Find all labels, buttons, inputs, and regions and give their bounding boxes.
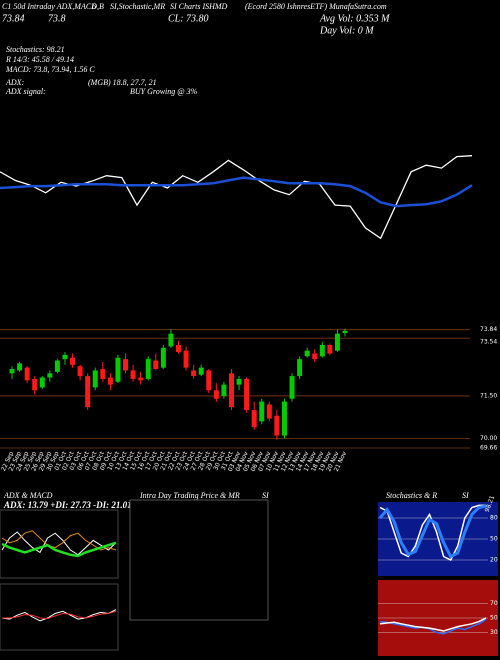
candle-body — [274, 415, 280, 436]
candle-body — [123, 359, 129, 371]
header-text: CL: 73.80 — [168, 13, 209, 24]
candle-body — [70, 357, 76, 365]
candle-body — [221, 384, 227, 396]
candle-body — [100, 369, 106, 379]
indicator-line — [379, 617, 487, 632]
y-tick-label: 30 — [490, 629, 498, 636]
panel-title: Stochastics & R — [386, 491, 437, 500]
candle-body — [39, 377, 45, 388]
candle-body — [319, 344, 325, 357]
adx-panel — [0, 509, 119, 579]
candle-body — [327, 344, 333, 354]
candle-body — [153, 360, 159, 370]
readout: ADX signal: — [5, 87, 46, 96]
candle-body — [9, 369, 15, 374]
y-tick-label: 50 — [490, 615, 498, 622]
candle-body — [107, 377, 113, 385]
candle-body — [213, 390, 219, 399]
panel-readout: ADX: 13.79 +DI: 27.73 -DI: 21.01 — [3, 500, 132, 510]
candle-body — [198, 367, 204, 375]
readout: R 14/3: 45.58 / 49.14 — [5, 55, 74, 64]
candle-body — [251, 410, 257, 428]
candle-body — [334, 333, 340, 351]
indicator-line — [0, 176, 473, 208]
panel-title: SI — [262, 491, 269, 500]
candle-body — [24, 367, 30, 381]
candle-body — [62, 354, 68, 360]
panel-title: Intra Day Trading Price & MR — [139, 491, 240, 500]
candle-body — [228, 373, 234, 408]
y-tick-label: 80 — [490, 515, 498, 522]
candle-body — [266, 404, 272, 419]
candle-body — [54, 360, 60, 372]
candle-body — [130, 370, 136, 379]
candle-body — [145, 359, 151, 379]
candle-body — [236, 378, 242, 385]
y-tick-label: 73.84 — [480, 326, 497, 333]
candle-body — [77, 366, 83, 377]
indicator-line — [1, 541, 117, 558]
readout: BUY Growing @ 3% — [130, 87, 198, 96]
readout: Stochastics: 98.21 — [6, 45, 65, 54]
indicator-line — [379, 618, 487, 635]
candle-body — [17, 363, 23, 371]
candle-body — [115, 357, 121, 382]
candle-body — [297, 359, 303, 377]
candle-body — [138, 377, 144, 381]
candle-body — [176, 344, 181, 353]
y-tick-label: 69.66 — [480, 445, 497, 452]
candle-body — [183, 350, 189, 368]
candle-body — [342, 330, 348, 334]
candle-body — [259, 401, 265, 422]
header-text: 73.84 — [2, 13, 25, 24]
indicator-line — [378, 504, 487, 559]
readout: ADX: — [5, 78, 25, 87]
candle-body — [206, 370, 212, 391]
panel-title: ADX & MACD — [3, 491, 53, 500]
header-text: SI Charts ISHMD — [170, 2, 228, 11]
candle-body — [191, 370, 197, 377]
candle-body — [289, 376, 295, 399]
indicator-line — [379, 504, 486, 562]
candle-body — [304, 350, 310, 357]
header-text: C1 50d Intraday ADX,MACD,B — [2, 2, 104, 11]
candle-body — [168, 333, 174, 347]
y-tick-label: 70 — [490, 600, 498, 607]
indicator-line — [1, 609, 117, 622]
header-text: (Ecord 2580 IshnresETF) MunafaSutra.com — [245, 2, 387, 11]
header-text: 6 — [92, 2, 96, 11]
readout: (MGB) 18.8, 27.7, 21 — [88, 78, 157, 87]
candle-body — [32, 378, 38, 391]
header-text: Avg Vol: 0.353 M — [319, 13, 390, 24]
y-tick-label: 73.54 — [480, 339, 497, 346]
candle-body — [47, 373, 53, 378]
y-tick-label: 50 — [490, 536, 498, 543]
y-tick-label: 70.00 — [480, 435, 497, 442]
candle-body — [85, 376, 91, 408]
readout: MACD: 73.8, 73.94, 1.56 C — [5, 65, 95, 74]
macd-panel — [0, 583, 119, 651]
candle-body — [244, 378, 250, 411]
indicator-line — [2, 610, 117, 620]
candle-body — [312, 353, 318, 360]
y-tick-label: 20 — [490, 557, 498, 564]
candle-body — [92, 370, 98, 388]
y-tick-label: 71.50 — [480, 392, 497, 399]
panel-title: SI — [462, 491, 469, 500]
candle-body — [160, 347, 166, 368]
header-text: SI,Stochastic,MR — [110, 2, 165, 11]
intraday-panel — [129, 499, 269, 621]
header-text: Day Vol: 0 M — [319, 25, 374, 36]
candle-body — [281, 401, 287, 436]
header-text: 73.8 — [48, 13, 66, 24]
